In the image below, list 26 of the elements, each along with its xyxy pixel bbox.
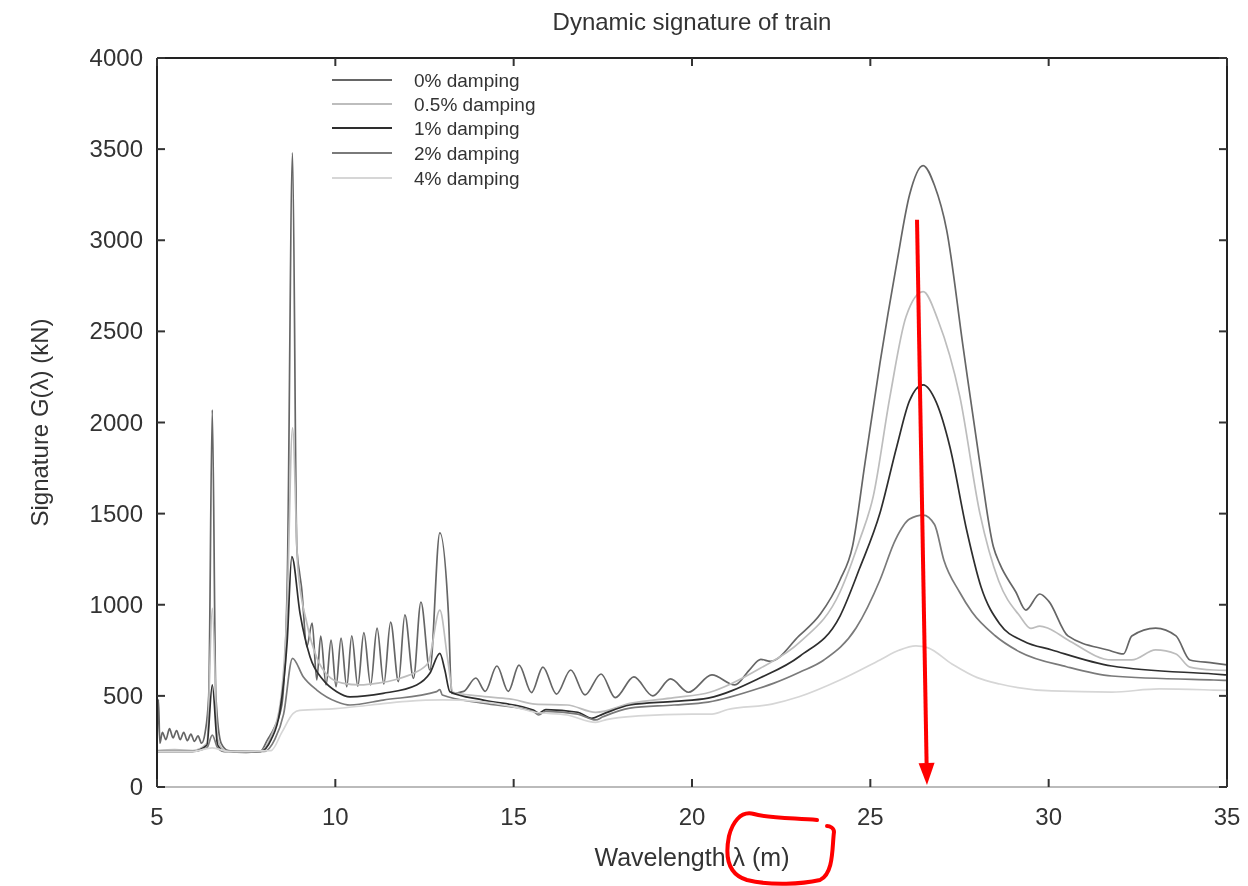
x-tick-label: 15 <box>500 803 528 830</box>
x-tick-label: 5 <box>150 803 164 830</box>
y-tick-label: 500 <box>102 681 143 709</box>
legend-label: 4% damping <box>414 168 520 189</box>
y-tick-label: 4000 <box>89 44 143 71</box>
x-tick-label: 20 <box>678 803 706 830</box>
line-series <box>156 290 1228 754</box>
x-tick-label: 35 <box>1213 803 1241 830</box>
y-tick-label: 1000 <box>89 590 143 618</box>
chart-title: Dynamic signature of train <box>552 8 832 35</box>
y-tick-label: 2000 <box>89 408 143 436</box>
x-axis-title: Wavelength λ (m) <box>594 843 790 871</box>
y-tick-label: 2500 <box>89 317 143 345</box>
y-tick-label: 1500 <box>89 499 143 527</box>
y-tick-label: 0 <box>129 773 143 800</box>
legend-label: 0% damping <box>414 70 520 91</box>
legend-label: 2% damping <box>414 143 520 164</box>
x-tick-label: 10 <box>321 803 349 830</box>
y-axis-title: Signature G(λ) (kN) <box>26 318 53 527</box>
x-tick-label: 30 <box>1035 803 1063 830</box>
line-series <box>156 645 1228 753</box>
x-tick-label: 25 <box>856 803 884 830</box>
y-tick-label: 3500 <box>89 135 143 163</box>
legend-label: 0.5% damping <box>414 94 536 115</box>
y-tick-label: 3000 <box>89 226 143 254</box>
legend-label: 1% damping <box>414 118 520 139</box>
